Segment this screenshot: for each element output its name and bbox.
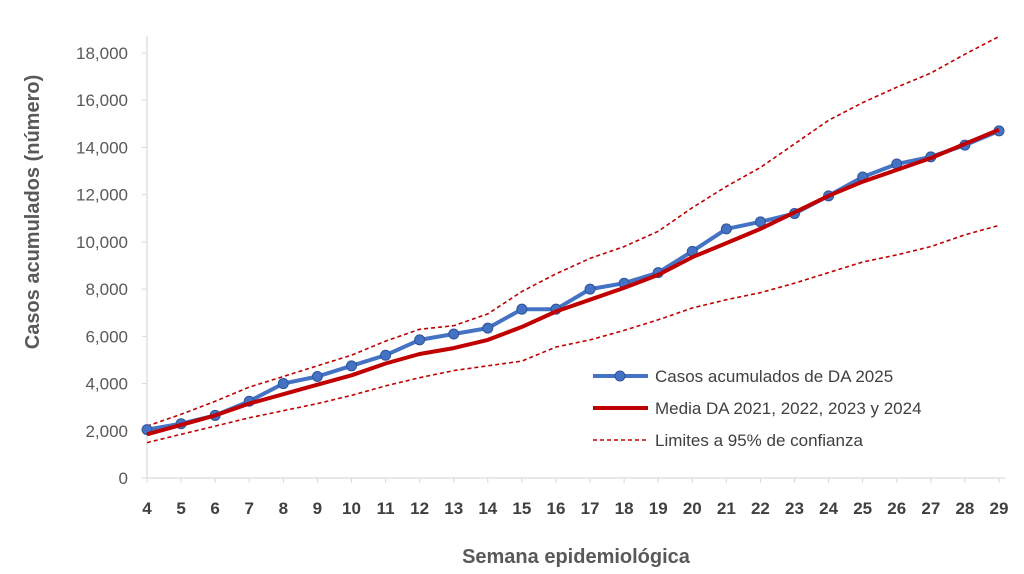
legend-label: Limites a 95% de confianza: [655, 431, 863, 450]
x-tick-label: 10: [342, 499, 361, 518]
legend: Casos acumulados de DA 2025 Media DA 2021…: [593, 367, 922, 450]
cases-2025-point: [720, 223, 732, 235]
x-tick-label: 19: [649, 499, 668, 518]
y-tick-label: 10,000: [76, 233, 128, 252]
cases-2025-point: [448, 328, 460, 340]
x-tick-label: 24: [819, 499, 838, 518]
x-tick-label: 9: [313, 499, 322, 518]
cases-2025-point: [380, 349, 392, 361]
x-tick-label: 15: [512, 499, 531, 518]
cases-2025-line: [146, 129, 1000, 432]
x-tick-label: 6: [210, 499, 219, 518]
x-tick-label: 23: [785, 499, 804, 518]
y-tick-label: 8,000: [85, 280, 128, 299]
y-tick-label: 16,000: [76, 91, 128, 110]
x-tick-label: 5: [176, 499, 185, 518]
x-tick-label: 18: [615, 499, 634, 518]
x-axis-title: Semana epidemiológica: [462, 546, 691, 568]
y-tick-label: 0: [119, 469, 128, 488]
y-axis-title: Casos acumulados (número): [22, 75, 44, 350]
x-tick-label: 13: [444, 499, 463, 518]
x-tick-label: 26: [887, 499, 906, 518]
y-tick-label: 14,000: [76, 138, 128, 157]
cases-2025-point: [311, 370, 323, 382]
cases-2025-point: [345, 360, 357, 372]
x-tick-label: 29: [990, 499, 1009, 518]
x-tick-label: 21: [717, 499, 736, 518]
x-tick-label: 17: [581, 499, 600, 518]
series-layer: [141, 35, 1005, 444]
x-tick-label: 22: [751, 499, 770, 518]
x-tick-label: 11: [377, 499, 395, 518]
series-cases-2025: [141, 125, 1005, 436]
legend-label: Media DA 2021, 2022, 2023 y 2024: [655, 399, 922, 418]
x-tick-label: 14: [478, 499, 497, 518]
legend-label: Casos acumulados de DA 2025: [655, 367, 893, 386]
y-tick-label: 2,000: [85, 422, 128, 441]
cases-2025-point: [414, 334, 426, 346]
x-tick-label: 27: [921, 499, 940, 518]
cases-2025-point: [482, 322, 494, 334]
axes: [146, 36, 1005, 479]
y-tick-label: 12,000: [76, 186, 128, 205]
y-tick-label: 6,000: [85, 327, 128, 346]
upper-confidence-line: [146, 35, 1000, 427]
legend-marker-cases-2025: [614, 370, 626, 382]
cases-2025-point: [516, 303, 528, 315]
ticks: 0 2,000 4,000 6,000 8,000 10,000 12,000 14,000 1…: [76, 44, 1008, 518]
x-tick-label: 16: [546, 499, 565, 518]
x-tick-label: 12: [410, 499, 429, 518]
x-tick-label: 25: [853, 499, 872, 518]
y-tick-label: 4,000: [85, 375, 128, 394]
x-tick-label: 8: [279, 499, 288, 518]
x-tick-label: 7: [245, 499, 254, 518]
x-tick-label: 4: [142, 499, 152, 518]
mean-2021-2024-line: [146, 127, 1000, 437]
cases-2025-point: [584, 283, 596, 295]
cases-2025-point: [277, 378, 289, 390]
y-tick-label: 18,000: [76, 44, 128, 63]
x-tick-label: 28: [955, 499, 974, 518]
x-tick-label: 20: [683, 499, 702, 518]
